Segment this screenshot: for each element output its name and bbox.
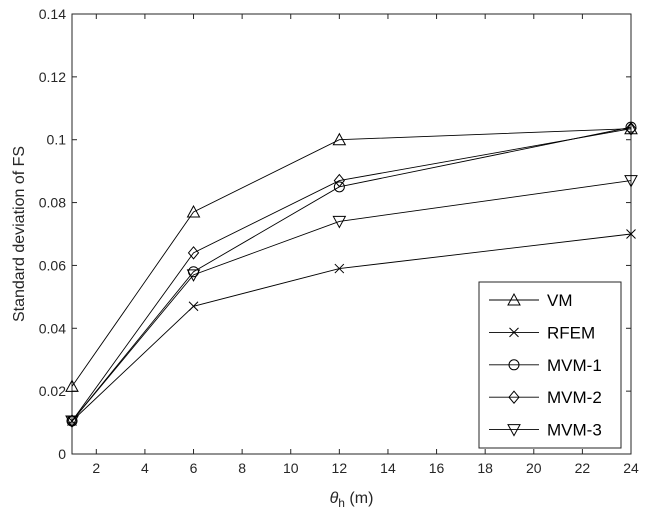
x-axis-ticks: 2 4 6 8 10 12 14 16 18 20 22 24	[92, 14, 639, 476]
x-tick-label: 18	[477, 460, 493, 476]
series-line-rfem	[71, 233, 632, 422]
y-tick-label: 0.14	[39, 6, 66, 22]
y-tick-label: 0.08	[39, 195, 66, 211]
x-tick-label: 2	[92, 460, 100, 476]
data-point-vm	[332, 132, 347, 146]
data-point-mvm-2	[187, 246, 200, 260]
data-point-mvm-3	[186, 269, 201, 282]
y-axis-ticks: 0 0.02 0.04 0.06 0.08 0.1 0.12 0.14	[39, 6, 631, 462]
series-line-mvm-1	[71, 126, 632, 422]
x-tick-label: 20	[526, 460, 542, 476]
legend: VM RFEM MVM-1 MVM-2 MVM-3	[478, 281, 622, 449]
y-tick-label: 0.04	[39, 320, 66, 336]
y-tick-label: 0.06	[39, 257, 66, 273]
data-point-mvm-3	[624, 175, 638, 188]
y-axis-label: Standard deviation of FS	[11, 146, 28, 322]
plot-area: 2 4 6 8 10 12 14 16 18 20 22 24 00.020.040.060.080.…	[39, 6, 639, 476]
series-line-mvm-2	[71, 128, 632, 422]
x-tick-label: 22	[575, 460, 591, 476]
series-lines	[71, 126, 632, 422]
x-tick-label: 10	[283, 460, 299, 476]
y-tick-label: 0.12	[39, 69, 66, 85]
data-point-mvm-3	[332, 215, 347, 229]
data-point-vm	[624, 121, 638, 135]
x-axis-label: θh (m)	[330, 490, 374, 510]
legend-marker	[509, 327, 519, 338]
legend-marker	[507, 424, 521, 437]
x-tick-label: 4	[141, 460, 149, 476]
y-tick-label: 0.02	[39, 383, 66, 399]
x-tick-label: 6	[190, 460, 198, 476]
series-line-vm	[71, 128, 632, 387]
data-point-mvm-3	[65, 415, 79, 429]
y-tick-label: 0.1	[47, 132, 67, 148]
legend-label: RFEM	[547, 323, 595, 342]
x-tick-label: 12	[332, 460, 348, 476]
x-tick-label: 24	[623, 460, 639, 476]
data-point-rfem	[334, 263, 345, 274]
y-tick-label: 0	[58, 446, 66, 462]
legend-label: VM	[547, 291, 573, 310]
legend-label: MVM-3	[547, 421, 602, 440]
legend-item-mvm-3: MVM-3	[489, 421, 602, 440]
legend-marker	[508, 359, 520, 371]
data-point-vm	[186, 204, 201, 218]
legend-item-rfem: RFEM	[489, 323, 595, 342]
x-tick-label: 16	[429, 460, 445, 476]
legend-marker	[507, 292, 521, 306]
legend-item-vm: VM	[489, 291, 573, 310]
data-point-vm	[65, 379, 79, 392]
legend-label: MVM-2	[547, 388, 602, 407]
data-point-mvm-2	[625, 121, 637, 136]
series-markers	[65, 121, 638, 429]
legend-marker	[508, 390, 520, 404]
data-point-mvm-2	[333, 173, 345, 188]
data-point-rfem	[188, 301, 199, 312]
x-tick-label: 14	[380, 460, 396, 476]
data-point-mvm-1	[333, 181, 345, 193]
legend-item-mvm-1: MVM-1	[489, 356, 602, 375]
data-point-rfem	[626, 229, 636, 239]
x-tick-label: 8	[238, 460, 246, 476]
legend-item-mvm-2: MVM-2	[489, 388, 602, 407]
legend-label: MVM-1	[547, 356, 602, 375]
series-line-mvm-3	[71, 180, 632, 422]
